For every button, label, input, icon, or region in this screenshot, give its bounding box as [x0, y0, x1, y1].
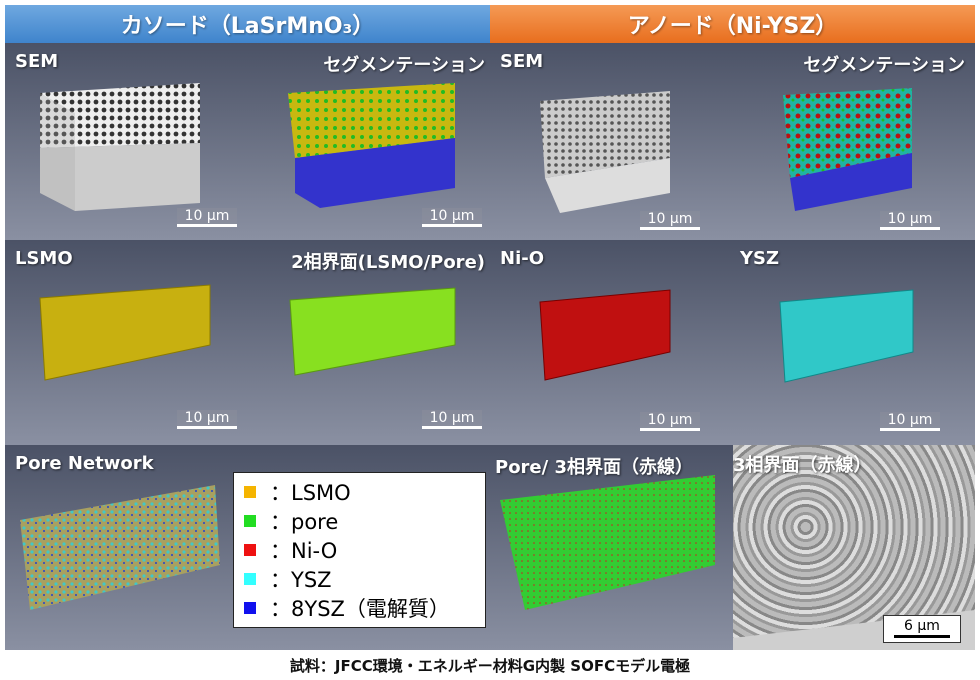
tpb-sem-image: 3相界面（赤線） 6 µm [733, 445, 975, 650]
legend-item-nio: ：Ni-O [244, 535, 475, 564]
anode-sem-panel: SEM 10 µm [490, 43, 735, 240]
scale-bar: 10 µm [880, 412, 940, 431]
lsmo-panel: LSMO 10 µm [5, 240, 250, 445]
pore-tpb-panel: Pore/ 3相界面（赤線） [490, 445, 733, 650]
legend: ：LSMO ：pore ：Ni-O ：YSZ ：8YSZ（電解質） [233, 472, 486, 628]
legend-label: ：LSMO [270, 480, 351, 505]
panel-label: セグメンテーション [323, 55, 485, 76]
scale-bar-6um: 6 µm [883, 615, 961, 643]
swatch-icon [244, 572, 256, 585]
panel-label: 2相界面(LSMO/Pore) [291, 252, 485, 273]
scale-bar: 10 µm [177, 410, 237, 429]
anode-sem-image [540, 91, 670, 213]
panel-label: SEM [15, 51, 59, 72]
row-phases: LSMO 10 µm 2相界面(LSMO/Pore) 10 µm Ni-O 10… [5, 240, 975, 445]
legend-label: ：8YSZ（電解質） [270, 596, 450, 621]
legend-label: ：pore [270, 509, 339, 534]
scale-bar: 10 µm [422, 208, 482, 227]
swatch-icon [244, 601, 256, 614]
legend-item-lsmo: ：LSMO [244, 477, 475, 506]
nio-image [539, 289, 671, 381]
anode-segmentation-panel: セグメンテーション 10 µm [735, 43, 975, 240]
legend-label: ：YSZ [270, 567, 332, 592]
lsmo-image [39, 284, 211, 381]
swatch-icon [244, 543, 256, 556]
panel-label: YSZ [740, 248, 780, 269]
scale-bar: 10 µm [177, 208, 237, 227]
scale-bar: 10 µm [880, 211, 940, 230]
swatch-icon [244, 514, 256, 527]
ysz-panel: YSZ 10 µm [735, 240, 975, 445]
cathode-segmentation-image [288, 83, 455, 208]
cathode-sem-panel: SEM 10 µm [5, 43, 250, 240]
panel-label: SEM [500, 51, 544, 72]
pore-network-image [20, 485, 220, 610]
cathode-sem-image [40, 83, 200, 211]
ysz-image [779, 289, 914, 383]
swatch-icon [244, 485, 256, 498]
scale-bar: 10 µm [422, 410, 482, 429]
nio-panel: Ni-O 10 µm [490, 240, 735, 445]
pore-network-panel: Pore Network [5, 445, 490, 650]
panel-label: Pore Network [15, 453, 154, 474]
panel-label: LSMO [15, 248, 73, 269]
panel-label: Pore/ 3相界面（赤線） [495, 457, 694, 478]
panel-label: 3相界面（赤線） [733, 455, 872, 476]
lsmo-pore-interface-image [289, 287, 456, 376]
pore-tpb-image [500, 475, 715, 610]
cathode-segmentation-panel: セグメンテーション 10 µm [250, 43, 495, 240]
caption: 試料：JFCC環境・エネルギー材料G内製 SOFCモデル電極 [289, 657, 691, 675]
lsmo-pore-interface-panel: 2相界面(LSMO/Pore) 10 µm [250, 240, 495, 445]
legend-item-ysz: ：YSZ [244, 564, 475, 593]
panel-label: Ni-O [500, 248, 545, 269]
anode-segmentation-image [783, 88, 912, 211]
scale-bar: 10 µm [640, 211, 700, 230]
scale-bar: 10 µm [640, 412, 700, 431]
cathode-header: カソード（LaSrMnO₃） [5, 5, 490, 43]
panel-label: セグメンテーション [803, 55, 965, 76]
scale-label: 6 µm [904, 618, 940, 634]
legend-label: ：Ni-O [270, 538, 338, 563]
anode-header: アノード（Ni-YSZ） [490, 5, 975, 43]
legend-item-8ysz: ：8YSZ（電解質） [244, 593, 475, 622]
row-segmentation: SEM 10 µm セグメンテーション 10 µm SEM 10 µm セグメン… [5, 43, 975, 240]
legend-item-pore: ：pore [244, 506, 475, 535]
